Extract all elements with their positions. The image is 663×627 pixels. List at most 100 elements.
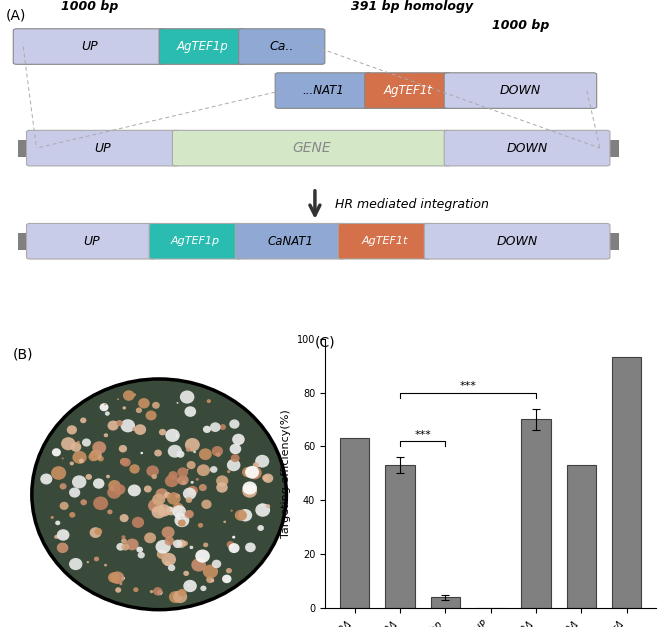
Text: 1000 bp: 1000 bp xyxy=(61,0,118,13)
Circle shape xyxy=(190,481,194,483)
Circle shape xyxy=(173,591,187,603)
Text: 1000 bp: 1000 bp xyxy=(492,19,549,32)
Circle shape xyxy=(93,497,108,510)
Circle shape xyxy=(151,474,157,479)
Text: AgTEF1p: AgTEF1p xyxy=(171,236,220,246)
Circle shape xyxy=(235,510,247,521)
Circle shape xyxy=(210,466,217,473)
Circle shape xyxy=(192,558,206,572)
Circle shape xyxy=(77,441,80,443)
Circle shape xyxy=(113,484,125,495)
Circle shape xyxy=(165,475,178,487)
Circle shape xyxy=(186,461,196,469)
Circle shape xyxy=(94,557,99,561)
Circle shape xyxy=(121,539,127,544)
Circle shape xyxy=(121,458,131,466)
Circle shape xyxy=(173,503,184,513)
Circle shape xyxy=(162,553,176,566)
FancyBboxPatch shape xyxy=(444,130,610,166)
Text: (C): (C) xyxy=(315,335,335,349)
Circle shape xyxy=(144,485,152,493)
Circle shape xyxy=(222,574,231,583)
Circle shape xyxy=(99,403,109,411)
Circle shape xyxy=(82,438,91,446)
FancyBboxPatch shape xyxy=(365,73,451,108)
Circle shape xyxy=(247,466,262,479)
Bar xyxy=(612,357,641,608)
Circle shape xyxy=(152,493,165,505)
Circle shape xyxy=(196,478,199,481)
Circle shape xyxy=(106,475,110,478)
Circle shape xyxy=(216,482,228,493)
Circle shape xyxy=(178,589,186,596)
Circle shape xyxy=(165,429,180,442)
Circle shape xyxy=(183,488,196,500)
Text: AgTEF1t: AgTEF1t xyxy=(361,236,408,246)
FancyBboxPatch shape xyxy=(338,223,431,259)
FancyBboxPatch shape xyxy=(444,73,597,108)
Circle shape xyxy=(207,399,211,403)
Circle shape xyxy=(80,418,86,423)
Circle shape xyxy=(199,448,211,460)
Circle shape xyxy=(203,542,208,547)
FancyBboxPatch shape xyxy=(27,130,179,166)
Bar xyxy=(340,438,369,608)
Circle shape xyxy=(107,421,119,431)
Circle shape xyxy=(123,390,135,401)
Circle shape xyxy=(80,499,87,505)
Circle shape xyxy=(223,520,226,523)
Y-axis label: Targeting efficiency(%): Targeting efficiency(%) xyxy=(281,409,291,538)
Circle shape xyxy=(157,590,162,595)
Text: UP: UP xyxy=(94,142,111,155)
Circle shape xyxy=(95,528,102,535)
Circle shape xyxy=(67,425,77,435)
Text: ***: *** xyxy=(414,429,431,440)
Circle shape xyxy=(257,525,264,531)
Bar xyxy=(18,233,30,250)
FancyBboxPatch shape xyxy=(149,223,242,259)
Circle shape xyxy=(138,398,150,408)
Circle shape xyxy=(55,520,60,525)
Circle shape xyxy=(164,561,170,566)
Circle shape xyxy=(144,532,156,543)
Text: UP: UP xyxy=(81,40,98,53)
Circle shape xyxy=(105,411,110,416)
Circle shape xyxy=(159,429,166,435)
Circle shape xyxy=(79,458,84,463)
Circle shape xyxy=(184,510,194,519)
Circle shape xyxy=(164,537,174,545)
Circle shape xyxy=(141,452,143,454)
Circle shape xyxy=(227,470,231,473)
FancyBboxPatch shape xyxy=(239,29,325,65)
Circle shape xyxy=(156,540,171,554)
Circle shape xyxy=(176,539,186,548)
Circle shape xyxy=(164,492,171,498)
Circle shape xyxy=(146,411,156,421)
Circle shape xyxy=(199,484,207,491)
Circle shape xyxy=(187,486,198,495)
Circle shape xyxy=(70,461,74,465)
Circle shape xyxy=(167,492,180,505)
Circle shape xyxy=(190,545,194,549)
Circle shape xyxy=(196,549,210,562)
Circle shape xyxy=(198,523,203,528)
Circle shape xyxy=(115,587,121,593)
Circle shape xyxy=(69,487,80,498)
Circle shape xyxy=(255,455,269,468)
Circle shape xyxy=(211,446,223,456)
Circle shape xyxy=(194,451,196,453)
FancyBboxPatch shape xyxy=(13,29,166,65)
Circle shape xyxy=(210,422,221,432)
Circle shape xyxy=(32,379,286,609)
Circle shape xyxy=(98,450,101,453)
Circle shape xyxy=(166,507,172,512)
Circle shape xyxy=(180,391,194,404)
FancyBboxPatch shape xyxy=(172,130,451,166)
Circle shape xyxy=(114,421,117,423)
Circle shape xyxy=(152,506,166,519)
Circle shape xyxy=(229,543,239,553)
Circle shape xyxy=(129,464,140,473)
Circle shape xyxy=(242,467,253,477)
Circle shape xyxy=(154,450,162,456)
Circle shape xyxy=(226,568,232,574)
